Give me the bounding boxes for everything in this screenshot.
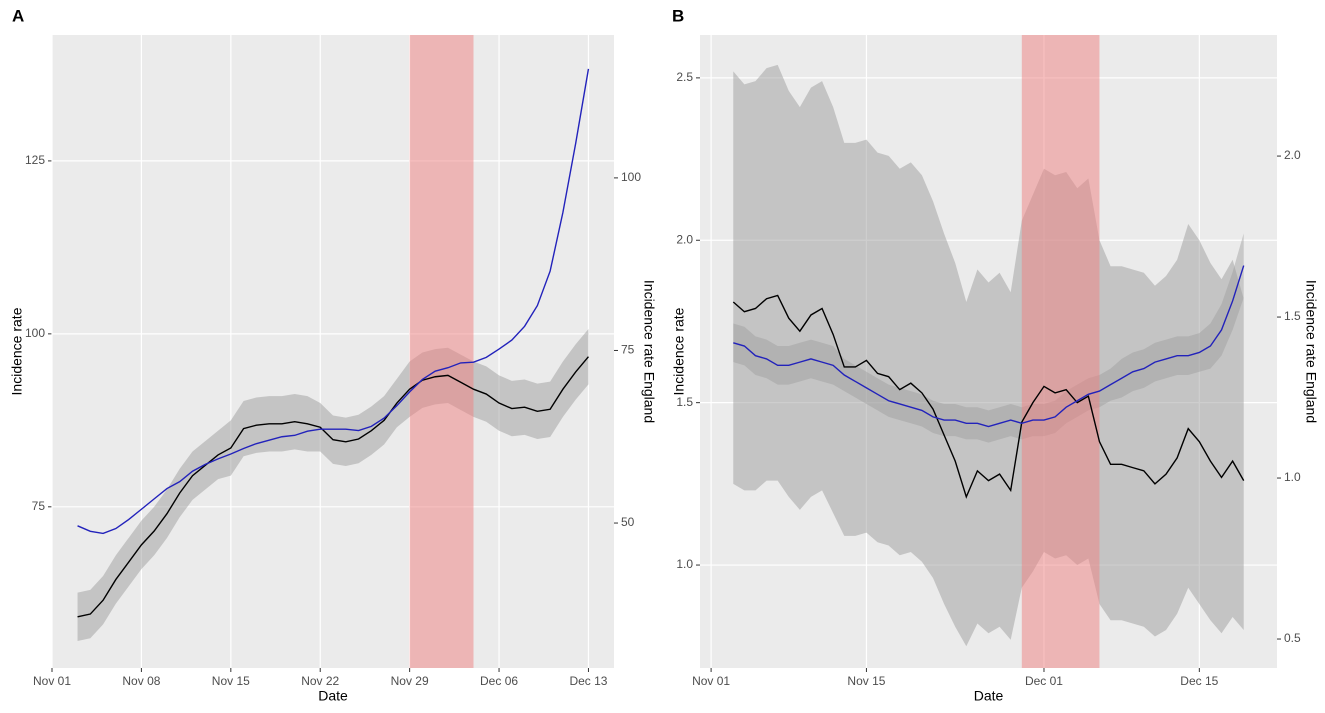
x-tick-label: Dec 13 (569, 674, 607, 688)
y-tick-label: 2.0 (676, 232, 693, 246)
line (77, 356, 589, 618)
y-tick-label: 2.5 (676, 70, 693, 84)
x-tick-label: Dec 15 (1180, 674, 1218, 688)
confidence-band (733, 233, 1244, 443)
y-tick-label: 125 (25, 153, 45, 167)
y2-axis-title: Incidence rate England (1303, 280, 1319, 423)
panel-label: B (672, 6, 684, 25)
line (733, 265, 1245, 428)
x-axis-title: Date (318, 688, 348, 704)
y2-tick-label: 1.0 (1284, 470, 1301, 484)
x-tick-label: Nov 01 (33, 674, 71, 688)
y-axis-title: Incidence rate (9, 307, 25, 395)
highlight-period (1021, 35, 1100, 668)
y-tick-label: 75 (32, 499, 46, 513)
y-tick-label: 1.0 (676, 557, 693, 571)
y2-tick-label: 0.5 (1284, 631, 1301, 645)
y2-tick-label: 100 (621, 170, 641, 184)
x-axis-title: Date (974, 688, 1004, 704)
line (77, 68, 590, 535)
x-tick-label: Nov 22 (301, 674, 339, 688)
line (732, 294, 1245, 499)
panel-label: A (12, 6, 24, 25)
y2-tick-label: 75 (621, 343, 635, 357)
y-axis-title: Incidence rate (671, 307, 687, 395)
confidence-band (733, 64, 1244, 647)
y2-tick-label: 2.0 (1284, 148, 1301, 162)
y2-axis-title: Incidence rate England (641, 280, 657, 423)
y-tick-label: 1.5 (676, 395, 693, 409)
highlight-period (409, 35, 474, 668)
x-tick-label: Nov 08 (122, 674, 160, 688)
x-tick-label: Nov 15 (212, 674, 250, 688)
y2-tick-label: 50 (621, 515, 635, 529)
y-tick-label: 100 (25, 326, 45, 340)
x-tick-label: Nov 01 (692, 674, 730, 688)
x-tick-label: Dec 06 (480, 674, 518, 688)
x-tick-label: Nov 29 (391, 674, 429, 688)
x-tick-label: Nov 15 (847, 674, 885, 688)
x-tick-label: Dec 01 (1025, 674, 1063, 688)
y2-tick-label: 1.5 (1284, 309, 1301, 323)
